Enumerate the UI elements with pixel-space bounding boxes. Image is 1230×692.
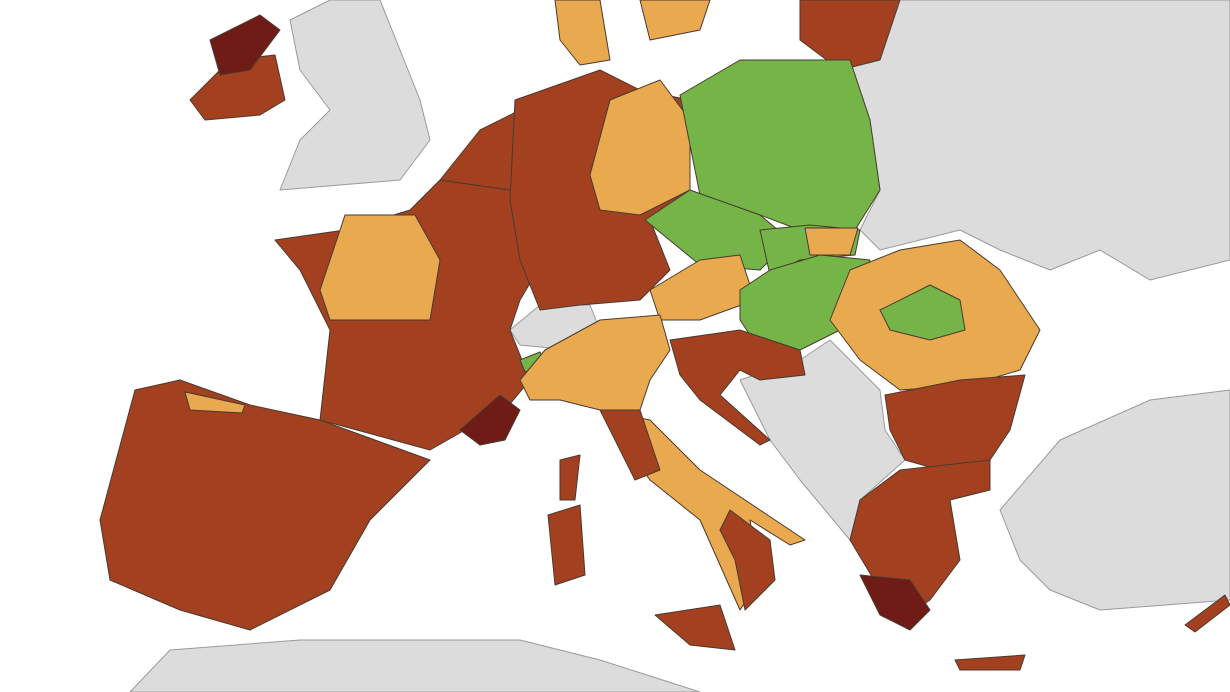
- croatia: [669, 329, 806, 446]
- sweden: [639, 0, 711, 41]
- great-britain: [279, 0, 431, 191]
- region-orange: [589, 79, 691, 216]
- region-orange: [804, 227, 859, 256]
- region-dark-red: [459, 394, 521, 446]
- sicily: [654, 604, 736, 651]
- baltics: [799, 0, 901, 71]
- turkey: [999, 389, 1230, 611]
- italy-north: [519, 314, 671, 411]
- eastern-europe: [849, 0, 1230, 281]
- region-orange: [319, 214, 441, 321]
- cyprus: [1184, 594, 1230, 633]
- crete: [954, 654, 1026, 671]
- iberia: [99, 379, 431, 631]
- denmark: [554, 0, 611, 66]
- north-africa: [129, 639, 701, 692]
- region-orange: [184, 391, 246, 414]
- region-red: [719, 509, 776, 611]
- region-green: [879, 284, 966, 341]
- region-dark-red: [859, 574, 931, 631]
- region-red: [599, 409, 661, 481]
- sardinia: [547, 504, 586, 586]
- corsica: [559, 454, 581, 501]
- region-dark-red: [209, 14, 281, 76]
